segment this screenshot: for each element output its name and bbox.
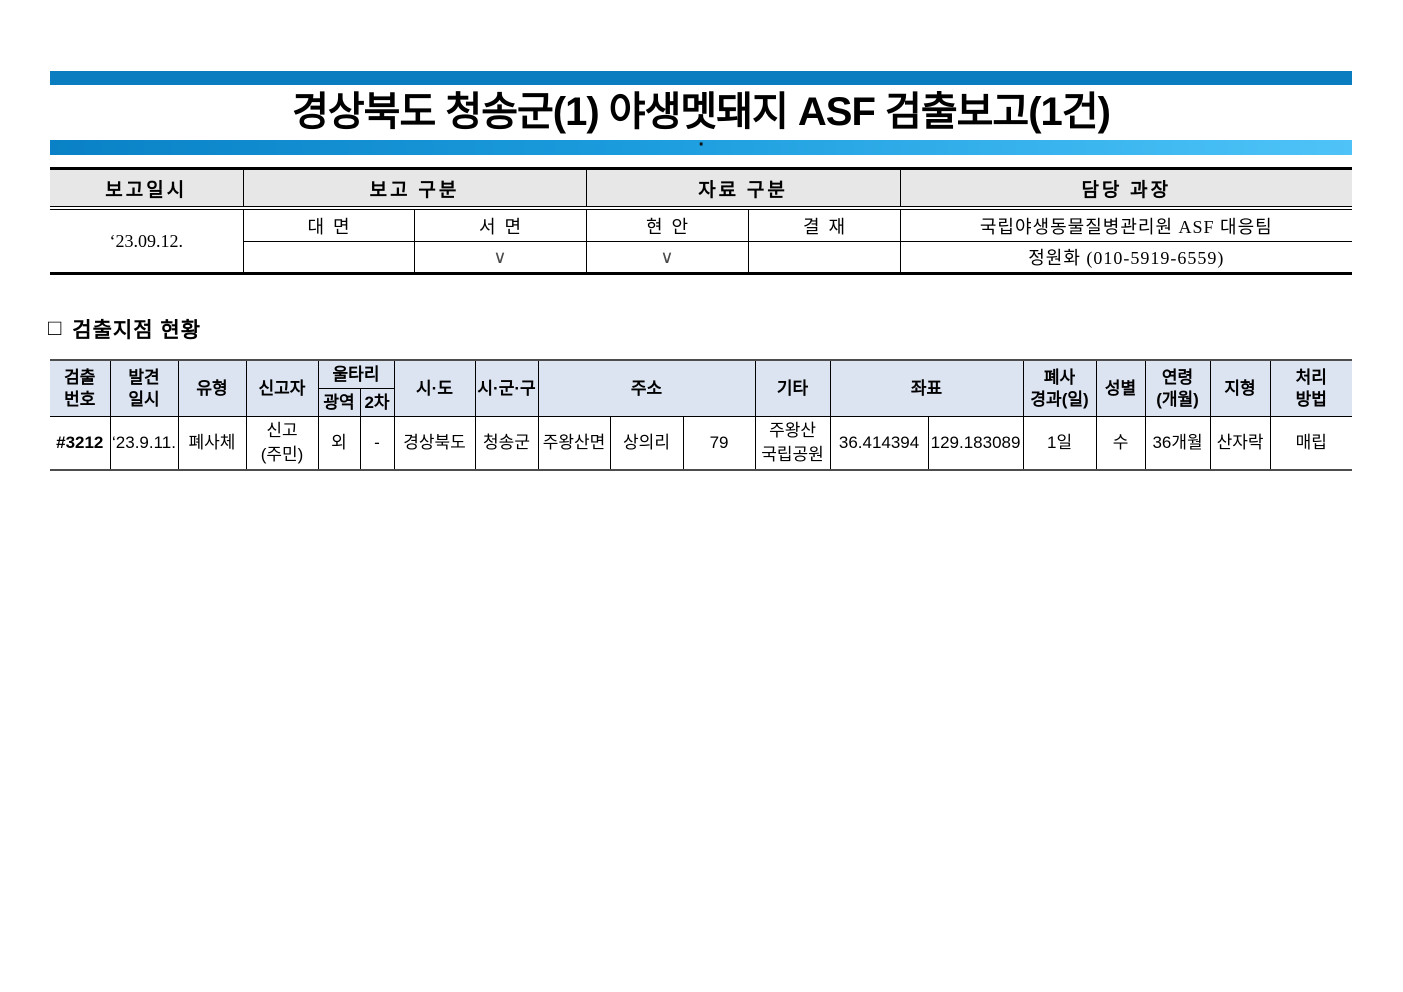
cell-reporter: 신고 (주민) bbox=[245, 416, 319, 471]
report-summary-table: 보고일시 보고 구분 자료 구분 담당 과장 ‘23.09.12. 대면 서면 … bbox=[50, 167, 1353, 275]
header-sido: 시·도 bbox=[393, 359, 476, 417]
data-type-option-gyeoljae: 결재 bbox=[747, 207, 901, 242]
header-reporter: 신고자 bbox=[245, 359, 319, 417]
header-manager: 담당 과장 bbox=[899, 168, 1353, 210]
cell-addr-no: 79 bbox=[682, 416, 756, 471]
header-detection-no: 검출 번호 bbox=[50, 359, 111, 417]
detail-header-row-1: 검출 번호 발견 일시 유형 신고자 울타리 시·도 시·군·구 주소 기타 좌… bbox=[50, 359, 1353, 417]
report-type-option-daemyeon: 대면 bbox=[242, 207, 415, 242]
header-report-type: 보고 구분 bbox=[242, 168, 587, 210]
header-terrain: 지형 bbox=[1209, 359, 1271, 417]
header-death-elapsed: 폐사 경과(일) bbox=[1022, 359, 1097, 417]
top-blue-bar bbox=[50, 71, 1352, 85]
header-found-date: 발견 일시 bbox=[109, 359, 179, 417]
header-data-type: 자료 구분 bbox=[585, 168, 901, 210]
report-date-cell: ‘23.09.12. bbox=[50, 207, 244, 274]
header-sex: 성별 bbox=[1095, 359, 1146, 417]
cell-sigungu: 청송군 bbox=[474, 416, 539, 471]
cell-addr-myeon: 주왕산면 bbox=[537, 416, 611, 471]
cell-death-elapsed: 1일 bbox=[1022, 416, 1097, 471]
report-header-row: 보고일시 보고 구분 자료 구분 담당 과장 bbox=[50, 168, 1353, 210]
cell-addr-ri: 상의리 bbox=[609, 416, 684, 471]
manager-team-cell: 국립야생동물질병관리원 ASF 대응팀 bbox=[899, 207, 1353, 242]
report-type-check-seomyeon: ∨ bbox=[413, 241, 587, 274]
section-heading-label: 검출지점 현황 bbox=[72, 319, 202, 342]
page-title: 경상북도 청송군(1) 야생멧돼지 ASF 검출보고(1건) bbox=[292, 90, 1111, 134]
header-coords: 좌표 bbox=[829, 359, 1024, 417]
cell-found-date: ‘23.9.11. bbox=[109, 416, 179, 471]
report-type-check-daemyeon bbox=[243, 241, 415, 274]
cell-disposal: 매립 bbox=[1269, 416, 1353, 471]
square-bullet-icon: □ bbox=[48, 315, 63, 340]
header-fence-wide: 광역 bbox=[318, 388, 361, 417]
cell-fence-wide: 외 bbox=[317, 416, 361, 471]
cell-detection-no: #3212 bbox=[50, 416, 111, 471]
header-sigungu: 시·군·구 bbox=[474, 359, 539, 417]
header-address: 주소 bbox=[537, 359, 756, 417]
title-underline-bar: · bbox=[50, 134, 1352, 156]
section-heading: □ 검출지점 현황 bbox=[48, 314, 1352, 344]
detection-detail-table: 검출 번호 발견 일시 유형 신고자 울타리 시·도 시·군·구 주소 기타 좌… bbox=[50, 359, 1353, 471]
header-disposal: 처리 방법 bbox=[1269, 359, 1353, 417]
header-age: 연령 (개월) bbox=[1144, 359, 1211, 417]
header-fence: 울타리 bbox=[317, 359, 395, 389]
cell-longitude: 129.183089 bbox=[927, 416, 1024, 471]
data-type-option-hyeonan: 현안 bbox=[585, 207, 749, 242]
cell-fence-2nd: - bbox=[359, 416, 395, 471]
detail-data-row: #3212 ‘23.9.11. 폐사체 신고 (주민) 외 - 경상북도 청송군… bbox=[50, 416, 1353, 471]
cell-etc: 주왕산 국립공원 bbox=[754, 416, 831, 471]
report-row-1: ‘23.09.12. 대면 서면 현안 결재 국립야생동물질병관리원 ASF 대… bbox=[50, 207, 1353, 274]
document-content: 경상북도 청송군(1) 야생멧돼지 ASF 검출보고(1건) · 보고일시 보고… bbox=[48, 0, 1353, 471]
header-etc: 기타 bbox=[754, 359, 831, 417]
cell-type: 폐사체 bbox=[177, 416, 247, 471]
cell-latitude: 36.414394 bbox=[829, 416, 929, 471]
dot-mark-icon: · bbox=[698, 134, 706, 156]
cell-age: 36개월 bbox=[1144, 416, 1211, 471]
cell-sex: 수 bbox=[1095, 416, 1146, 471]
manager-contact-cell: 정원화 (010-5919-6559) bbox=[899, 241, 1353, 274]
cell-terrain: 산자락 bbox=[1209, 416, 1271, 471]
cell-sido: 경상북도 bbox=[393, 416, 476, 471]
report-type-option-seomyeon: 서면 bbox=[413, 207, 587, 242]
detail-header-row-2: 광역 2차 bbox=[50, 388, 1352, 417]
data-type-check-hyeonan: ∨ bbox=[585, 241, 749, 274]
header-type: 유형 bbox=[177, 359, 247, 417]
data-type-check-gyeoljae bbox=[747, 241, 901, 274]
report-row-2: ∨ ∨ 정원화 (010-5919-6559) bbox=[50, 241, 1353, 274]
header-fence-2nd: 2차 bbox=[359, 388, 395, 417]
header-report-datetime: 보고일시 bbox=[50, 168, 244, 210]
